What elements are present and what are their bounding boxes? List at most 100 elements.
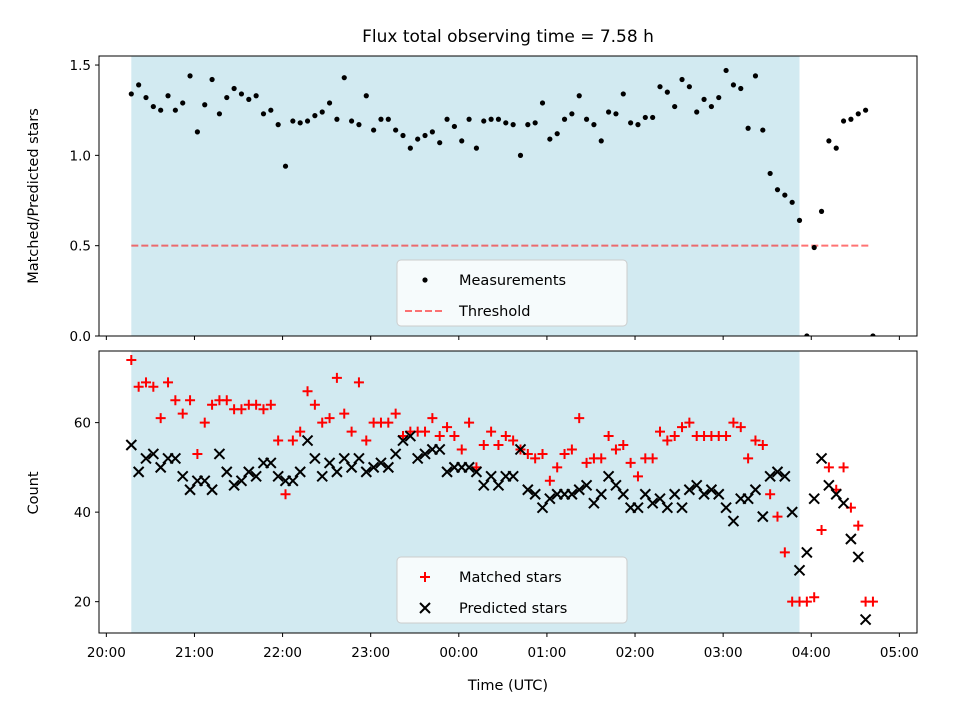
matched-star-point-58 bbox=[552, 462, 563, 473]
measurement-point-64 bbox=[598, 138, 604, 144]
measurement-point-47 bbox=[473, 145, 480, 151]
measurement-point-55 bbox=[532, 120, 538, 126]
legend-marker-measurements bbox=[422, 277, 428, 283]
matched-star-point-42 bbox=[434, 431, 445, 442]
predicted-star-point-90 bbox=[786, 506, 798, 518]
measurement-point-66 bbox=[613, 111, 619, 117]
x-tick-label-8: 04:00 bbox=[792, 645, 831, 661]
y-tick-label-0: 0.0 bbox=[70, 329, 91, 345]
x-tick-label-5: 01:00 bbox=[527, 645, 566, 661]
matched-star-point-17 bbox=[251, 399, 262, 410]
predicted-star-point-49 bbox=[485, 470, 497, 483]
predicted-star-point-61 bbox=[573, 484, 585, 496]
matched-star-point-76 bbox=[684, 417, 695, 428]
predicted-star-point-92 bbox=[801, 546, 813, 559]
y-tick-label-0: 20 bbox=[74, 595, 91, 611]
x-tick-label-7: 03:00 bbox=[704, 645, 743, 661]
measurement-point-59 bbox=[561, 116, 568, 122]
measurement-point-79 bbox=[708, 103, 714, 110]
measurement-point-93 bbox=[811, 244, 817, 251]
predicted-star-point-70 bbox=[639, 488, 652, 500]
predicted-star-point-63 bbox=[588, 497, 600, 509]
predicted-star-point-62 bbox=[580, 479, 593, 491]
predicted-star-point-66 bbox=[610, 479, 622, 491]
legend-label-1: Predicted stars bbox=[459, 601, 567, 617]
legend-box bbox=[396, 556, 628, 624]
y-tick-label-3: 1.5 bbox=[70, 58, 91, 74]
predicted-star-point-64 bbox=[595, 488, 607, 500]
predicted-star-point-11 bbox=[206, 484, 218, 496]
matched-star-point-7 bbox=[177, 408, 188, 419]
predicted-star-point-73 bbox=[661, 501, 674, 514]
x-tick-label-4: 00:00 bbox=[439, 645, 478, 661]
x-tick-label-1: 21:00 bbox=[175, 645, 214, 661]
measurement-point-63 bbox=[591, 122, 597, 128]
legend-marker-predicted bbox=[419, 602, 431, 614]
predicted-star-point-53 bbox=[514, 443, 527, 456]
measurement-point-1 bbox=[136, 82, 142, 88]
predicted-star-point-16 bbox=[243, 466, 255, 478]
measurement-point-32 bbox=[363, 93, 369, 99]
measurement-point-17 bbox=[253, 93, 259, 99]
predicted-star-point-78 bbox=[698, 488, 710, 500]
measurement-point-78 bbox=[701, 96, 707, 102]
matched-star-point-82 bbox=[728, 417, 739, 428]
predicted-star-point-82 bbox=[727, 515, 740, 527]
predicted-star-point-85 bbox=[749, 484, 762, 496]
matched-star-point-21 bbox=[280, 489, 291, 500]
predicted-star-point-87 bbox=[764, 470, 776, 483]
matched-star-point-18 bbox=[258, 404, 269, 415]
measurement-point-39 bbox=[415, 136, 421, 142]
predicted-star-point-75 bbox=[676, 501, 688, 514]
predicted-star-point-8 bbox=[184, 484, 196, 496]
measurement-point-36 bbox=[393, 127, 399, 133]
matched-star-point-45 bbox=[456, 444, 467, 455]
measurement-point-31 bbox=[356, 122, 362, 128]
predicted-star-point-80 bbox=[713, 488, 725, 500]
matched-star-point-61 bbox=[574, 413, 585, 424]
measurement-point-21 bbox=[282, 163, 289, 169]
predicted-star-point-39 bbox=[411, 452, 424, 465]
measurement-point-57 bbox=[547, 136, 553, 142]
measurement-point-62 bbox=[583, 116, 590, 122]
measurement-point-83 bbox=[738, 85, 744, 92]
matched-star-point-83 bbox=[735, 422, 746, 433]
measurement-point-23 bbox=[297, 120, 303, 126]
predicted-star-point-15 bbox=[235, 475, 248, 487]
x-tick-label-2: 22:00 bbox=[263, 645, 302, 661]
measurement-point-24 bbox=[304, 118, 311, 124]
x-tick-label-0: 20:00 bbox=[87, 645, 126, 661]
matched-star-point-25 bbox=[309, 399, 320, 410]
matched-star-point-35 bbox=[383, 417, 394, 428]
predicted-star-point-93 bbox=[808, 493, 820, 505]
matched-star-point-1 bbox=[133, 381, 144, 392]
x-tick-label-9: 05:00 bbox=[880, 645, 919, 661]
measurement-point-74 bbox=[672, 103, 678, 110]
measurement-point-95 bbox=[826, 138, 832, 144]
measurement-point-53 bbox=[517, 152, 524, 158]
measurement-point-42 bbox=[437, 140, 443, 146]
measurement-point-50 bbox=[495, 116, 502, 122]
predicted-star-point-99 bbox=[852, 551, 864, 563]
matched-star-point-40 bbox=[420, 426, 431, 437]
matched-star-point-52 bbox=[508, 435, 519, 446]
measurement-point-4 bbox=[158, 107, 164, 113]
y-tick-label-2: 1.0 bbox=[70, 148, 91, 164]
matched-star-point-44 bbox=[449, 431, 460, 442]
measurement-point-10 bbox=[202, 102, 208, 108]
predicted-star-point-95 bbox=[823, 479, 835, 491]
matched-star-point-31 bbox=[353, 377, 364, 388]
predicted-star-point-28 bbox=[331, 466, 343, 478]
matched-star-point-41 bbox=[427, 413, 438, 424]
matched-star-point-65 bbox=[603, 431, 614, 442]
measurement-point-65 bbox=[605, 109, 612, 115]
predicted-star-point-29 bbox=[338, 452, 350, 465]
matched-star-point-69 bbox=[632, 471, 643, 482]
predicted-star-point-10 bbox=[199, 475, 211, 487]
predicted-star-point-56 bbox=[536, 501, 549, 514]
measurement-point-46 bbox=[466, 116, 472, 122]
predicted-star-point-34 bbox=[375, 457, 387, 469]
measurement-point-86 bbox=[760, 127, 766, 133]
measurement-point-61 bbox=[576, 93, 582, 99]
predicted-star-point-54 bbox=[522, 484, 534, 496]
